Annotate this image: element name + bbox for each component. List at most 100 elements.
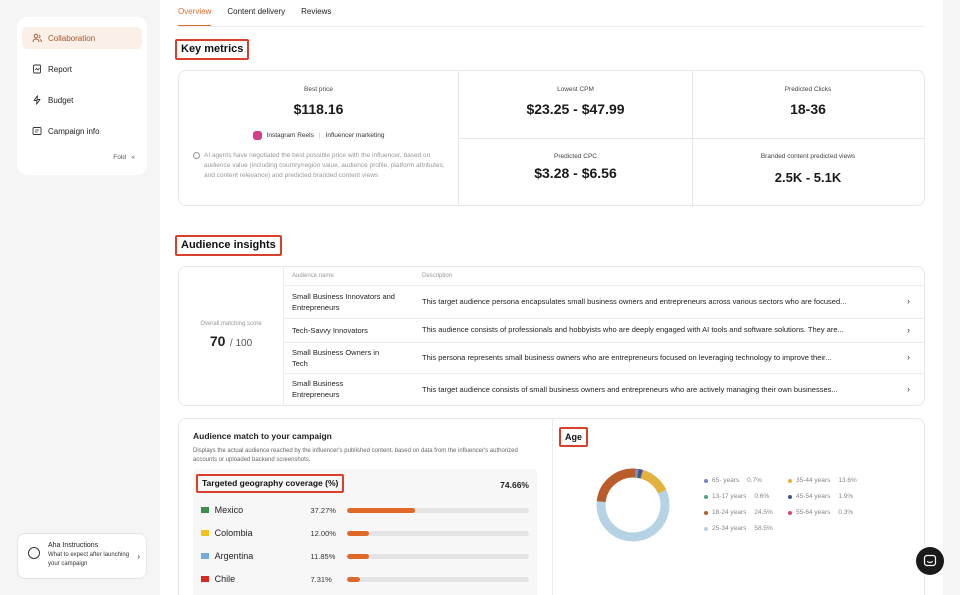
audience-row[interactable]: Small Business Owners in Tech This perso… xyxy=(283,342,924,373)
fold-button[interactable]: Fold « xyxy=(113,154,135,161)
platform-row: Instagram Reels | Influencer marketing xyxy=(179,131,458,140)
cpc-label: Predicted CPC xyxy=(554,153,597,160)
donut-slice-45-54-years xyxy=(637,468,643,479)
sidebar-item-label: Campaign info xyxy=(48,126,100,136)
aha-title: Aha Instructions xyxy=(48,542,99,549)
legend-pct: 1.9% xyxy=(838,493,854,500)
chat-support-button[interactable] xyxy=(916,547,944,575)
note-text: AI agents have negotiated the best possi… xyxy=(204,152,445,179)
legend-dot xyxy=(704,510,708,515)
users-icon xyxy=(32,33,42,43)
legend-pct: 0.6% xyxy=(754,493,770,500)
legend-item: 55-64 years 0.3% xyxy=(788,509,853,516)
chat-icon xyxy=(923,554,937,567)
metrics-h-divider xyxy=(459,138,924,139)
legend-dot xyxy=(788,478,792,483)
sidebar-item-label: Collaboration xyxy=(48,33,96,43)
legend-dot xyxy=(788,494,792,499)
country-bar-fill xyxy=(346,507,415,513)
argentina-flag-icon xyxy=(201,553,209,559)
tab-content-delivery[interactable]: Content delivery xyxy=(227,7,286,16)
score-label: Overall matching score xyxy=(200,321,262,327)
country-name: Colombia xyxy=(214,528,253,538)
country-pct: 7.31% xyxy=(310,574,332,584)
views-value: 2.5K - 5.1K xyxy=(774,170,842,185)
aha-subtitle: What to expect after launching your camp… xyxy=(48,552,130,567)
geo-row: Chile 7.31% xyxy=(201,571,529,587)
sidebar-item-report[interactable]: Report xyxy=(22,58,142,80)
legend-pct: 0.3% xyxy=(838,509,854,516)
chevron-right-icon: › xyxy=(137,552,140,561)
country-pct: 37.27% xyxy=(310,505,336,515)
audience-name: Tech-Savvy Innovators xyxy=(292,326,368,335)
chevron-right-icon: › xyxy=(907,352,910,362)
geo-row: Colombia 12.00% xyxy=(201,525,529,541)
audience-description: This persona represents small business o… xyxy=(422,353,832,362)
colombia-flag-icon xyxy=(201,530,209,536)
audience-description: This audience consists of professionals … xyxy=(422,325,844,334)
legend-item: 13-17 years 0.6% xyxy=(704,493,769,500)
sidebar-item-label: Budget xyxy=(48,95,74,105)
cpm-label: Lowest CPM xyxy=(557,86,594,93)
tab-reviews[interactable]: Reviews xyxy=(301,7,332,16)
views-label: Branded content predicted views xyxy=(760,153,856,160)
legend-pct: 0.7% xyxy=(747,477,762,484)
country-name: Chile xyxy=(214,574,236,584)
country-name: Argentina xyxy=(214,551,254,561)
key-metrics-title: Key metrics xyxy=(175,39,250,60)
fold-label: Fold xyxy=(113,154,126,161)
age-donut-chart xyxy=(596,468,670,542)
audience-row[interactable]: Small Business Entrepreneurs This target… xyxy=(283,373,924,405)
best-price-note: AI agents have negotiated the best possi… xyxy=(193,151,448,181)
best-price-value: $118.16 xyxy=(293,101,344,117)
sidebar-item-budget[interactable]: Budget xyxy=(22,89,142,111)
legend-pct: 24.5% xyxy=(754,509,773,516)
legend-dot xyxy=(704,494,708,499)
geo-coverage-total: 74.66% xyxy=(500,480,529,490)
tab-bar: Overview Content delivery Reviews xyxy=(178,7,331,26)
legend-dot xyxy=(704,526,708,531)
country-bar xyxy=(346,553,529,559)
audience-row[interactable]: Small Business Innovators and Entreprene… xyxy=(283,285,924,318)
donut-slice-35-44-years xyxy=(640,470,667,494)
country-bar xyxy=(346,576,529,582)
score-divider xyxy=(283,267,284,405)
aha-instructions-card[interactable]: Aha Instructions What to expect after la… xyxy=(17,533,147,579)
clicks-label: Predicted Clicks xyxy=(784,86,832,93)
match-divider xyxy=(552,419,553,595)
sidebar-item-campaign-info[interactable]: Campaign info xyxy=(22,120,142,142)
tab-overview[interactable]: Overview xyxy=(178,7,212,26)
info-icon xyxy=(32,126,42,136)
clicks-value: 18-36 xyxy=(790,101,826,117)
audience-name: Small Business Entrepreneurs xyxy=(292,379,344,399)
score-total: / 100 xyxy=(229,338,253,349)
key-metrics-card: Best price $118.16 Instagram Reels | Inf… xyxy=(178,70,925,206)
legend-label: 35-44 years xyxy=(796,477,831,484)
audience-row[interactable]: Tech-Savvy Innovators This audience cons… xyxy=(283,318,924,342)
chevron-right-icon: › xyxy=(907,296,910,306)
audience-description: This target audience consists of small b… xyxy=(422,385,838,394)
country-bar-fill xyxy=(346,576,361,582)
chile-flag-icon xyxy=(201,576,209,582)
lowest-cpm-cell: Lowest CPM $23.25 - $47.99 xyxy=(459,71,692,138)
country-pct: 12.00% xyxy=(310,528,336,538)
instagram-icon xyxy=(252,131,262,140)
country-name: Mexico xyxy=(214,505,244,515)
score-display: 70 / 100 xyxy=(179,333,283,351)
legend-dot xyxy=(704,478,708,483)
legend-item: 35-44 years 13.6% xyxy=(788,477,857,484)
audience-match-card: Audience match to your campaign Displays… xyxy=(178,418,925,595)
platform-category: Influencer marketing xyxy=(325,132,385,139)
legend-label: 25-34 years xyxy=(712,525,747,532)
audience-insights-card: Overall matching score 70 / 100 Audience… xyxy=(178,266,925,406)
legend-label: 13-17 years xyxy=(712,493,747,500)
sidebar-item-collaboration[interactable]: Collaboration xyxy=(22,27,142,49)
audience-name: Small Business Owners in Tech xyxy=(292,348,380,368)
platform-name: Instagram Reels xyxy=(266,132,314,139)
country-bar-fill xyxy=(346,530,369,536)
best-price-panel: Best price $118.16 Instagram Reels | Inf… xyxy=(179,71,459,205)
audience-match-title: Audience match to your campaign xyxy=(193,431,332,441)
sidebar: Collaboration Report Budget Campaign inf… xyxy=(17,17,147,175)
info-circle-icon xyxy=(193,152,200,159)
donut-slice-18-24-years xyxy=(596,468,636,503)
